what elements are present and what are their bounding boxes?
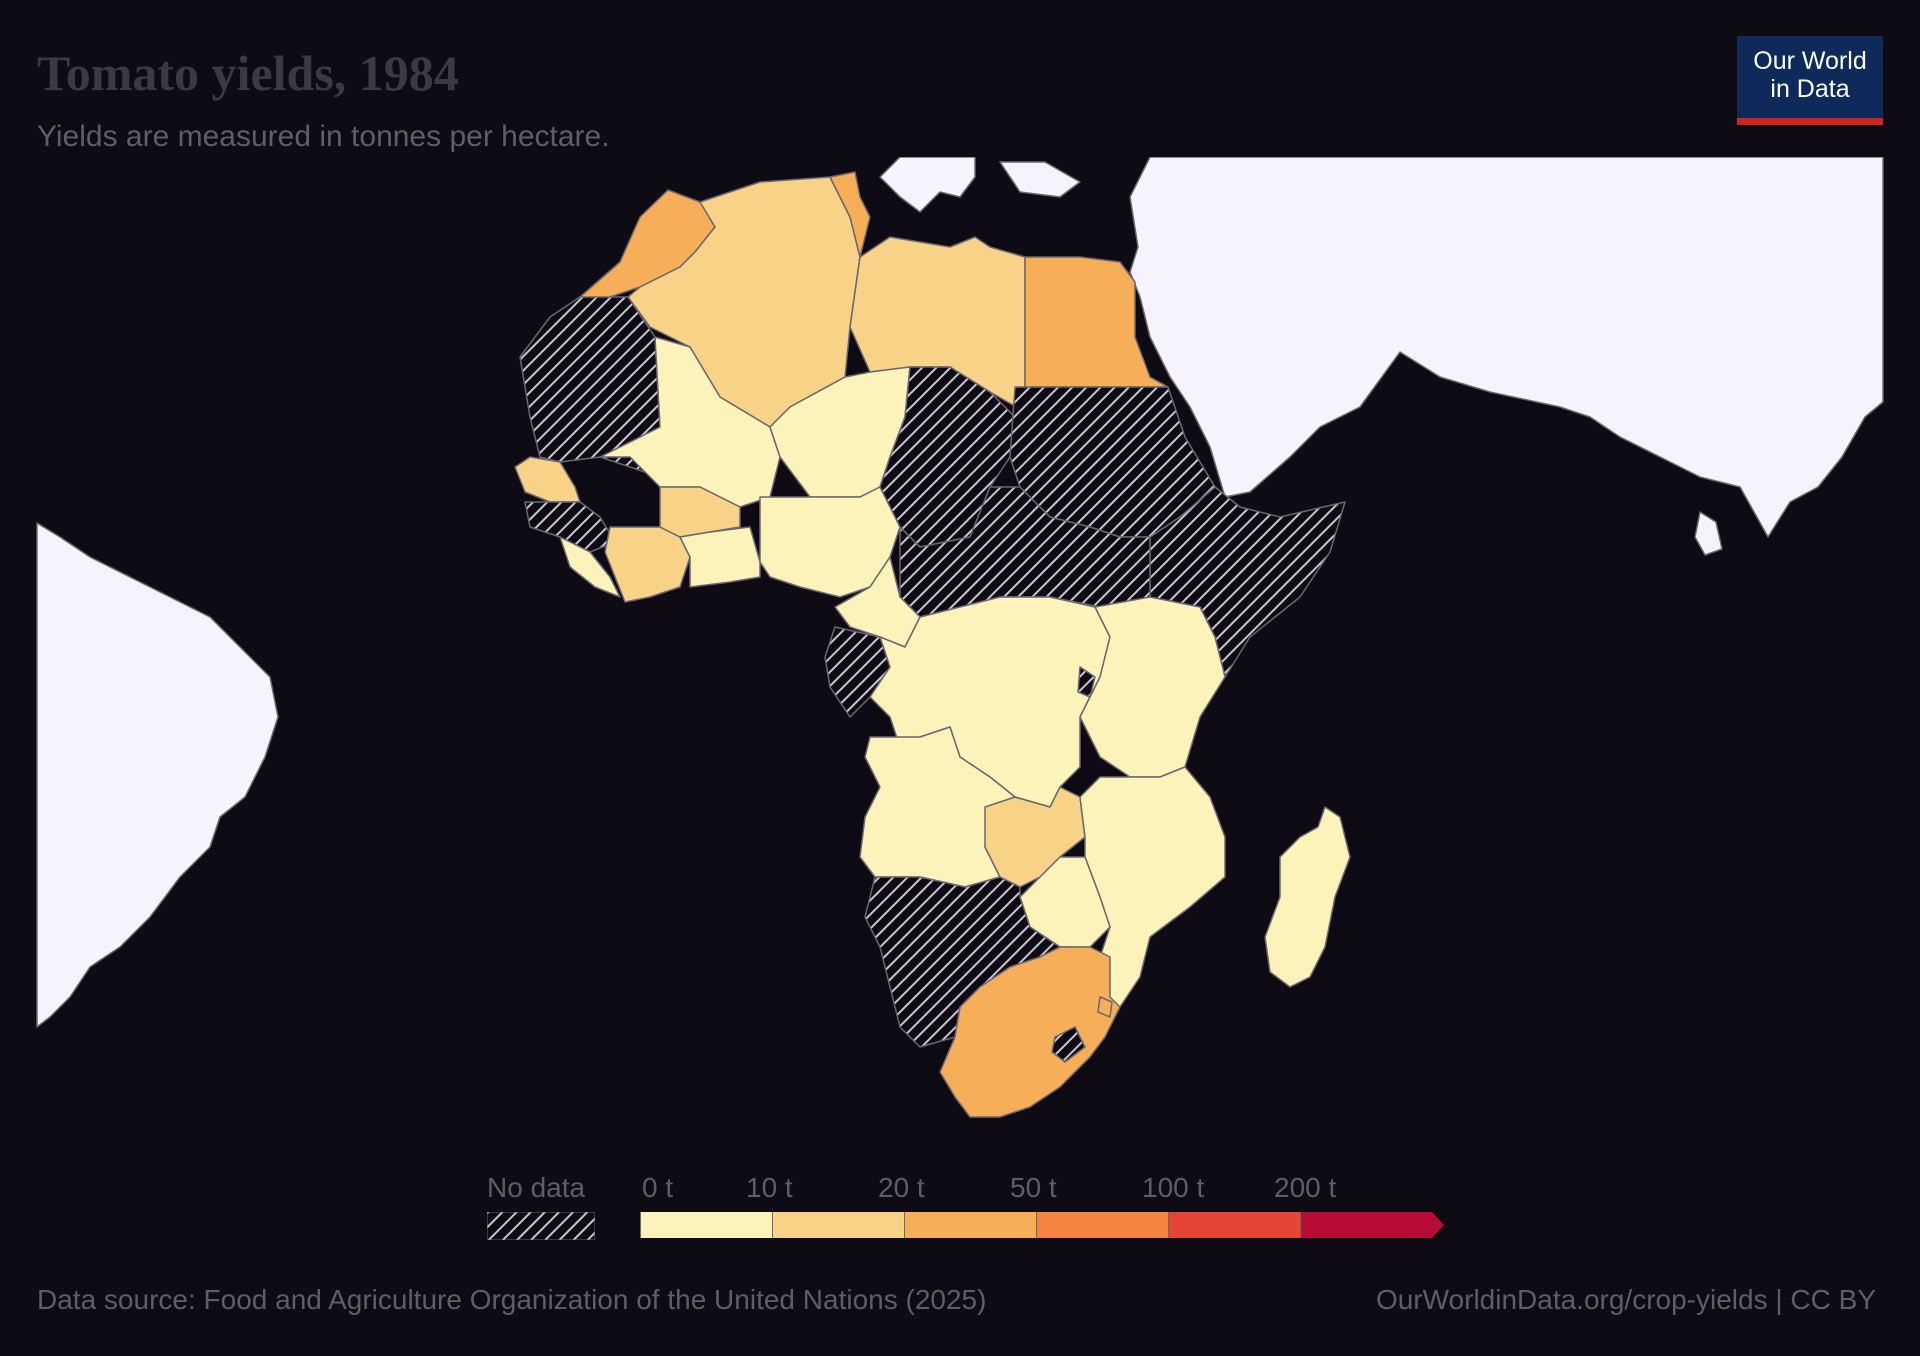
chart-subtitle: Yields are measured in tonnes per hectar…: [37, 120, 610, 153]
europe-north: [879, 157, 976, 213]
legend-tick-label: 20 t: [878, 1172, 925, 1203]
legend-swatch-4: [1168, 1212, 1300, 1238]
country-zambia[interactable]: [984, 786, 1086, 888]
country-eswatini[interactable]: [1097, 996, 1113, 1018]
country-guinea-region: [524, 501, 616, 553]
legend-swatch-2: [904, 1212, 1036, 1238]
legend-tick-label: 0 t: [642, 1172, 674, 1203]
country-ivory-coast[interactable]: [604, 526, 691, 603]
legend-swatch-1: [772, 1212, 904, 1238]
legend-tick-label: 10 t: [746, 1172, 793, 1203]
legend-tick-label: 100 t: [1142, 1172, 1205, 1203]
sri-lanka: [1694, 511, 1723, 556]
country-sierra-leone-liberia[interactable]: [559, 536, 621, 598]
africa-map[interactable]: [0, 157, 1920, 1157]
legend-swatch-5: [1300, 1212, 1432, 1238]
owid-logo[interactable]: Our World in Data: [1737, 36, 1883, 125]
legend-tick-label: 200 t: [1274, 1172, 1337, 1203]
legend-swatch-3: [1036, 1212, 1168, 1238]
data-source: Data source: Food and Agriculture Organi…: [37, 1284, 987, 1315]
credit-link[interactable]: OurWorldinData.org/crop-yields | CC BY: [1375, 1284, 1876, 1315]
country-western-sahara-mauritania: [519, 296, 661, 478]
country-madagascar[interactable]: [1264, 806, 1351, 988]
legend-no-data-label: No data: [487, 1172, 586, 1203]
legend-no-data-swatch: [487, 1212, 595, 1240]
logo-line-1: Our World: [1753, 47, 1867, 75]
country-tunisia[interactable]: [829, 171, 871, 258]
legend-arrow: [1432, 1212, 1444, 1238]
country-ghana-togo-benin[interactable]: [679, 526, 761, 588]
country-south-africa[interactable]: [939, 946, 1121, 1118]
country-lesotho: [1051, 1026, 1086, 1063]
legend-swatch-0: [640, 1212, 772, 1238]
country-rwanda-burundi: [1077, 666, 1096, 698]
europe-west: [999, 161, 1081, 198]
chart-title: Tomato yields, 1984: [37, 45, 459, 101]
south-america: [36, 522, 279, 1028]
eurasia: [1129, 157, 1884, 538]
country-senegal[interactable]: [514, 456, 581, 503]
logo-line-2: in Data: [1770, 75, 1850, 103]
legend-tick-label: 50 t: [1010, 1172, 1057, 1203]
